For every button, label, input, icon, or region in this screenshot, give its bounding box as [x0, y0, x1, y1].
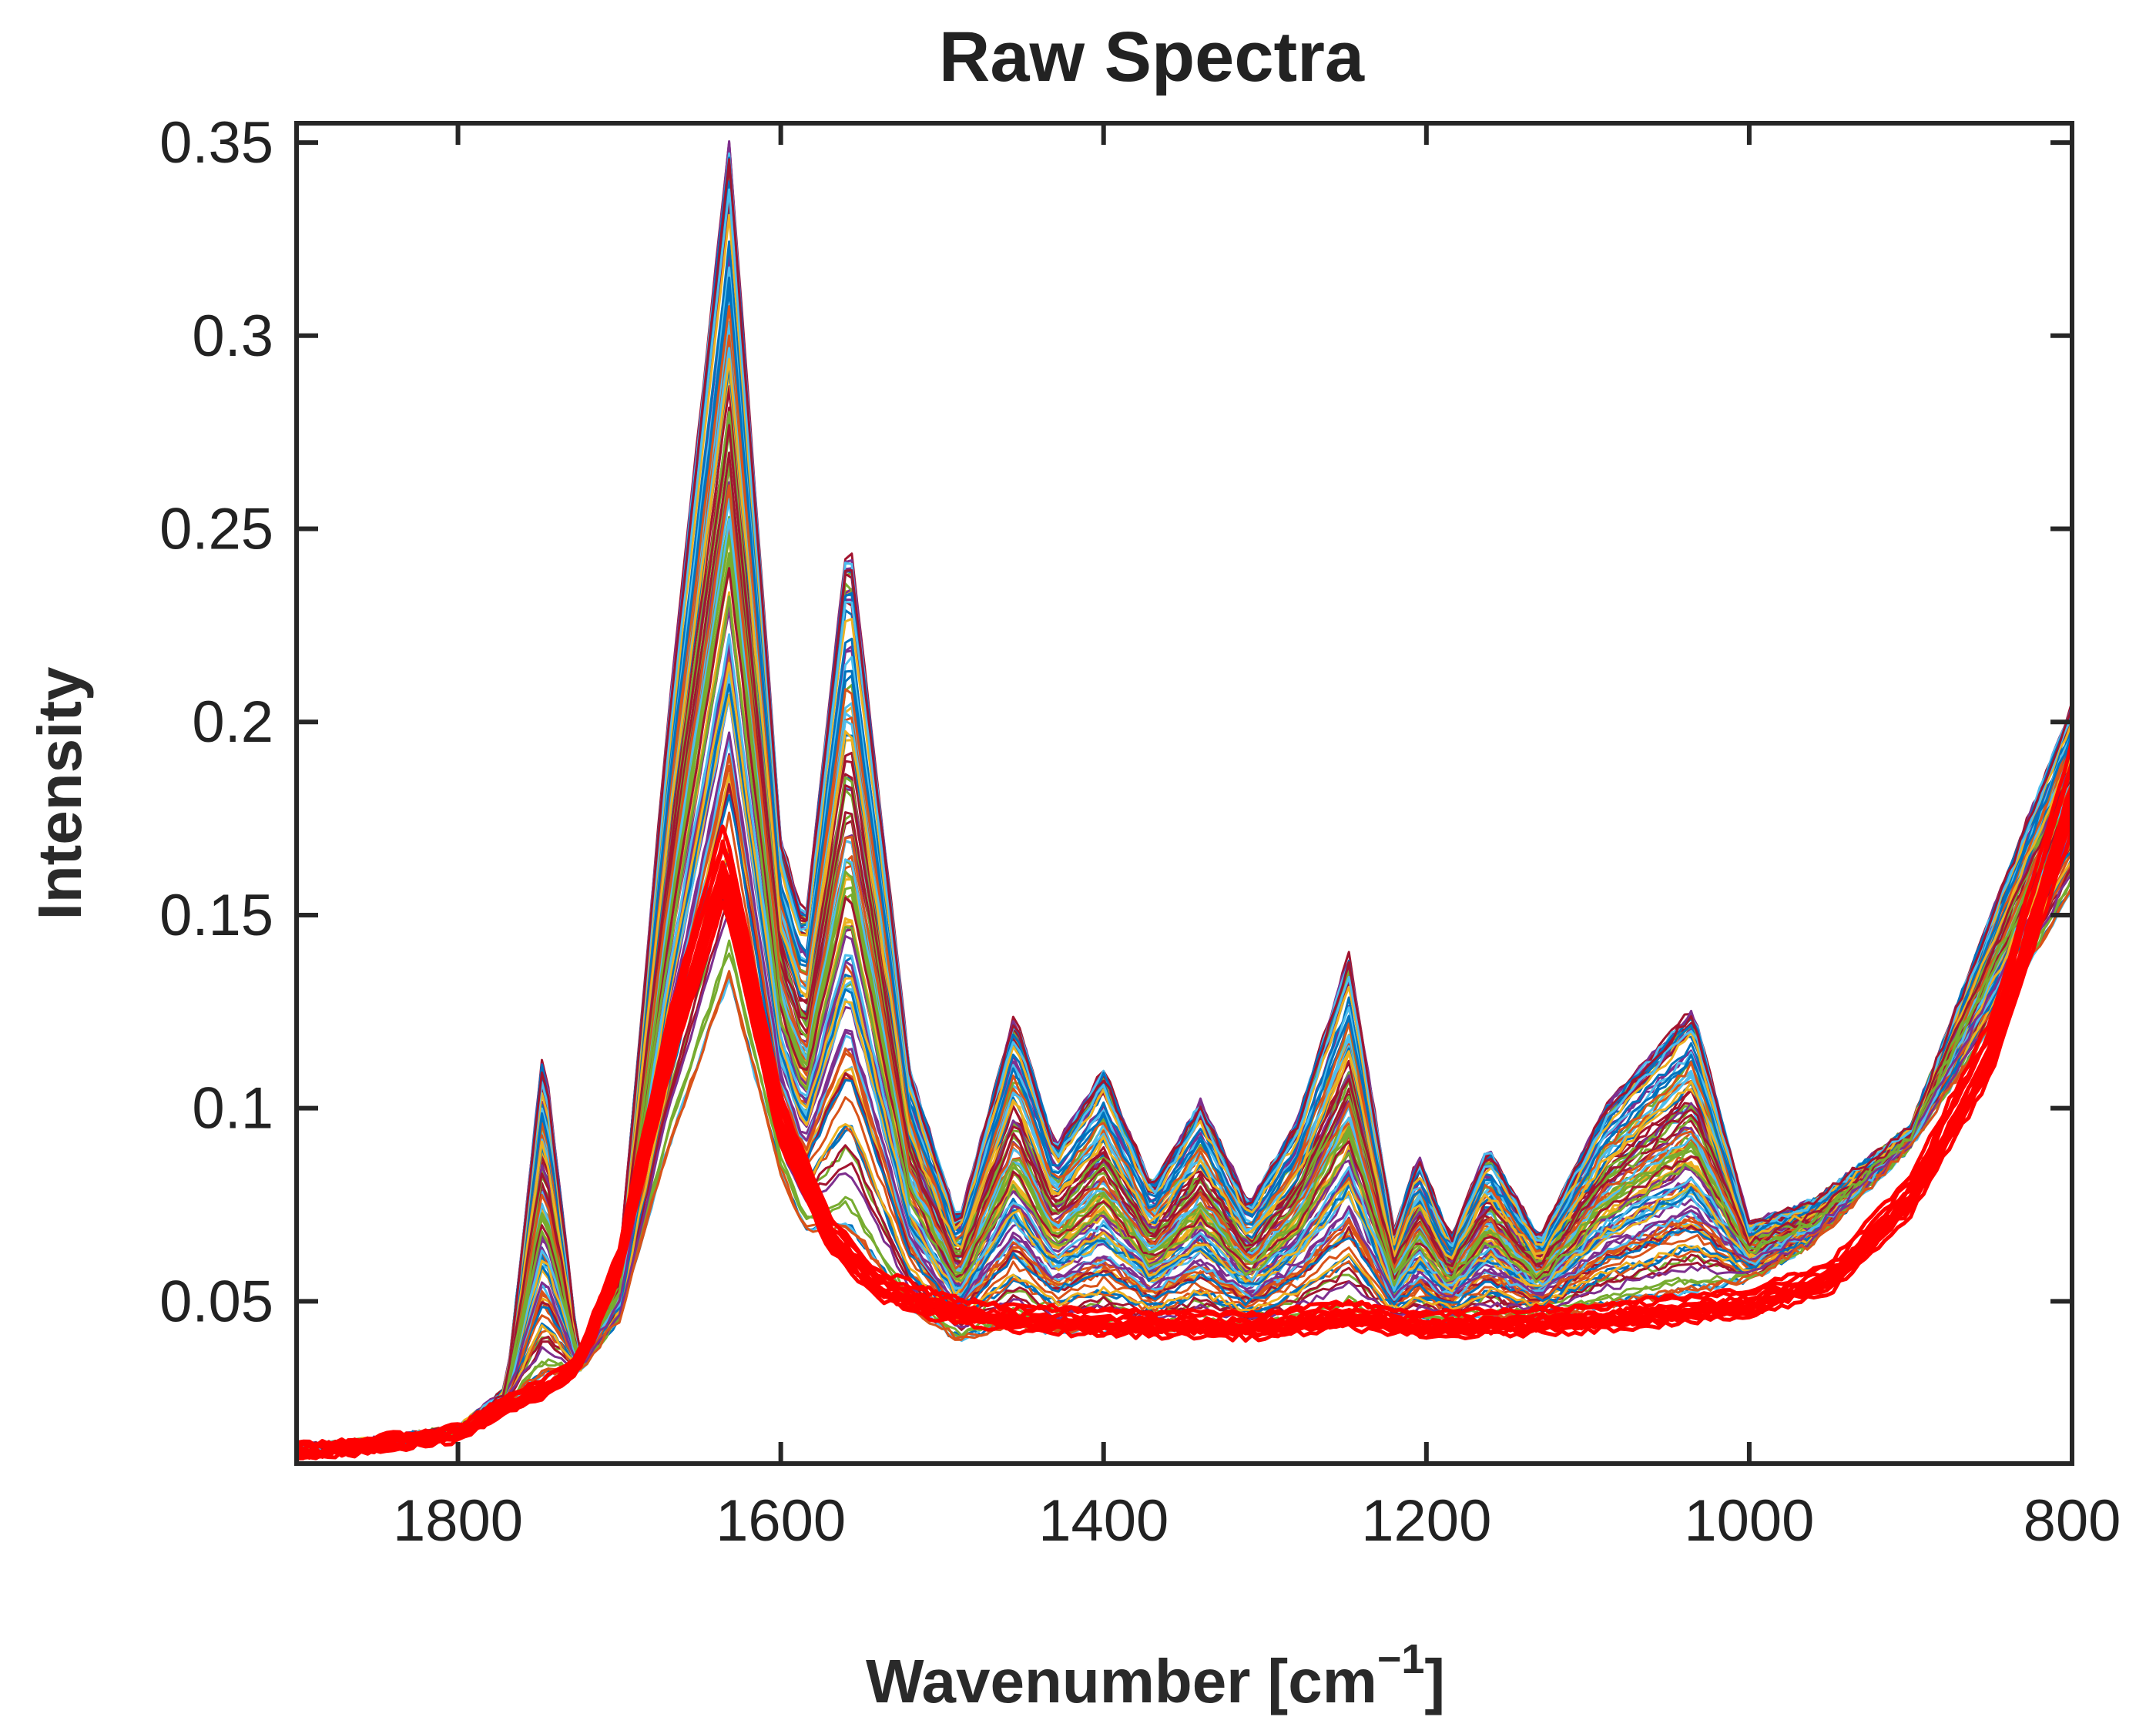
red-spectrum-line — [297, 790, 2072, 1449]
plot-frame — [294, 121, 2074, 1466]
x-tick-label: 1200 — [1361, 1488, 1491, 1554]
x-tick-label: 800 — [2024, 1488, 2121, 1554]
red-spectrum-line — [297, 739, 2072, 1450]
x-tick-label: 1800 — [393, 1488, 523, 1554]
y-axis-label: Intensity — [25, 666, 94, 920]
y-tick-label: 0.1 — [192, 1076, 273, 1142]
x-axis-label-close: ] — [1424, 1647, 1445, 1715]
y-tick-label: 0.05 — [159, 1269, 273, 1334]
spectra-lines — [297, 140, 2072, 1460]
x-axis-label-exponent: −1 — [1377, 1636, 1425, 1682]
x-axis-ticks: 1800 1600 1400 1200 1000 800 — [393, 123, 2121, 1554]
x-axis-label-main: Wavenumber [cm — [866, 1647, 1377, 1715]
chart-title: Raw Spectra — [939, 18, 1365, 96]
x-tick-label: 1000 — [1684, 1488, 1814, 1554]
y-tick-label: 0.35 — [159, 110, 273, 176]
y-tick-label: 0.2 — [192, 689, 273, 755]
y-tick-label: 0.25 — [159, 497, 273, 562]
x-tick-label: 1400 — [1038, 1488, 1169, 1554]
x-tick-label: 1600 — [716, 1488, 846, 1554]
y-tick-label: 0.15 — [159, 883, 273, 948]
x-axis-label: Wavenumber [cm−1] — [866, 1636, 1445, 1715]
y-tick-label: 0.3 — [192, 303, 273, 369]
y-axis-ticks: 0.05 0.1 0.15 0.2 0.25 0.3 0.35 — [159, 110, 2072, 1334]
